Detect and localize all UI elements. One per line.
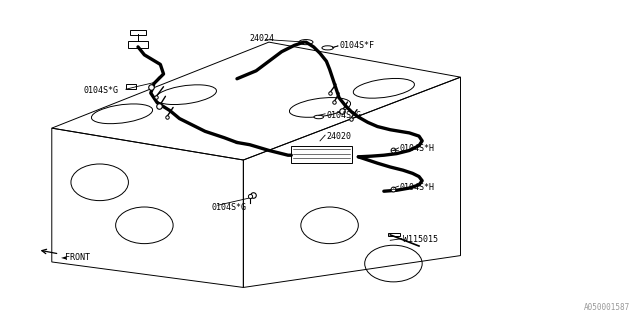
Ellipse shape <box>322 46 333 50</box>
Bar <box>388 233 400 236</box>
Bar <box>291 146 352 163</box>
Text: 24020: 24020 <box>326 132 351 140</box>
Bar <box>130 30 147 35</box>
Text: 0104S*H: 0104S*H <box>400 144 435 153</box>
Text: 0104S*G: 0104S*G <box>84 86 118 95</box>
Text: A050001587: A050001587 <box>584 303 630 312</box>
Text: 0104S*F: 0104S*F <box>339 41 374 51</box>
Text: 24024: 24024 <box>250 35 275 44</box>
Ellipse shape <box>314 115 323 119</box>
Text: W115015: W115015 <box>403 235 438 244</box>
Text: 0104S*G: 0104S*G <box>326 111 362 120</box>
Ellipse shape <box>299 40 313 45</box>
Text: ◄FRONT: ◄FRONT <box>61 253 92 262</box>
Bar <box>129 41 148 48</box>
Text: 0104S*G: 0104S*G <box>211 203 246 212</box>
Text: 0104S*H: 0104S*H <box>400 183 435 192</box>
Bar <box>126 84 136 89</box>
